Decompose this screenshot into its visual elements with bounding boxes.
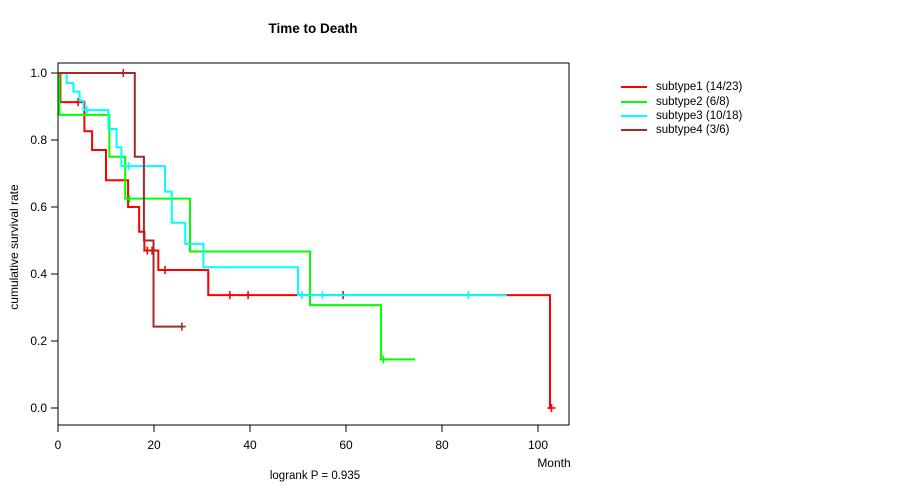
- km-step-path: [58, 72, 184, 328]
- legend-label: subtype2 (6/8): [656, 95, 730, 108]
- svg-text:40: 40: [243, 438, 257, 452]
- x-axis-label: Month: [537, 456, 571, 470]
- legend-item-4: subtype4 (3/6): [621, 123, 742, 137]
- legend-line-sample: [621, 100, 647, 103]
- y-axis-ticks: 0.0 0.2 0.4 0.6 0.8 1.0: [30, 66, 58, 415]
- legend-item-1: subtype1 (14/23): [621, 80, 742, 94]
- survival-curve-1: [58, 72, 556, 412]
- svg-text:1.0: 1.0: [30, 66, 47, 80]
- survival-curve-2: [58, 72, 416, 364]
- legend: subtype1 (14/23) subtype2 (6/8) subtype3 (…: [621, 80, 742, 138]
- legend-label: subtype3 (10/18): [656, 109, 743, 122]
- svg-text:60: 60: [339, 438, 353, 452]
- survival-curve-4: [58, 69, 186, 331]
- svg-text:0.0: 0.0: [30, 401, 47, 415]
- legend-label: subtype1 (14/23): [656, 81, 743, 94]
- legend-line-sample: [621, 86, 647, 89]
- svg-text:100: 100: [528, 438, 548, 452]
- svg-text:0.6: 0.6: [30, 200, 47, 214]
- legend-label: subtype4 (3/6): [656, 124, 730, 137]
- svg-text:0: 0: [55, 438, 62, 452]
- survival-curve-3: [58, 72, 507, 300]
- chart-title: Time to Death: [268, 21, 358, 36]
- x-axis-ticks: 0 20 40 60 80 100: [55, 425, 548, 452]
- logrank-annotation: logrank P = 0.935: [269, 470, 361, 482]
- km-step-path: [58, 72, 416, 361]
- svg-text:0.2: 0.2: [30, 334, 47, 348]
- svg-text:80: 80: [435, 438, 449, 452]
- svg-text:20: 20: [147, 438, 161, 452]
- legend-line-sample: [621, 129, 647, 132]
- svg-text:0.4: 0.4: [30, 267, 47, 281]
- svg-text:0.8: 0.8: [30, 133, 47, 147]
- plot-box: [57, 62, 570, 426]
- km-step-path: [58, 72, 553, 409]
- legend-item-3: subtype3 (10/18): [621, 109, 742, 123]
- legend-line-sample: [621, 114, 647, 117]
- y-axis-label: cumulative survival rate: [7, 184, 21, 310]
- legend-item-2: subtype2 (6/8): [621, 94, 742, 108]
- km-step-path: [58, 72, 507, 297]
